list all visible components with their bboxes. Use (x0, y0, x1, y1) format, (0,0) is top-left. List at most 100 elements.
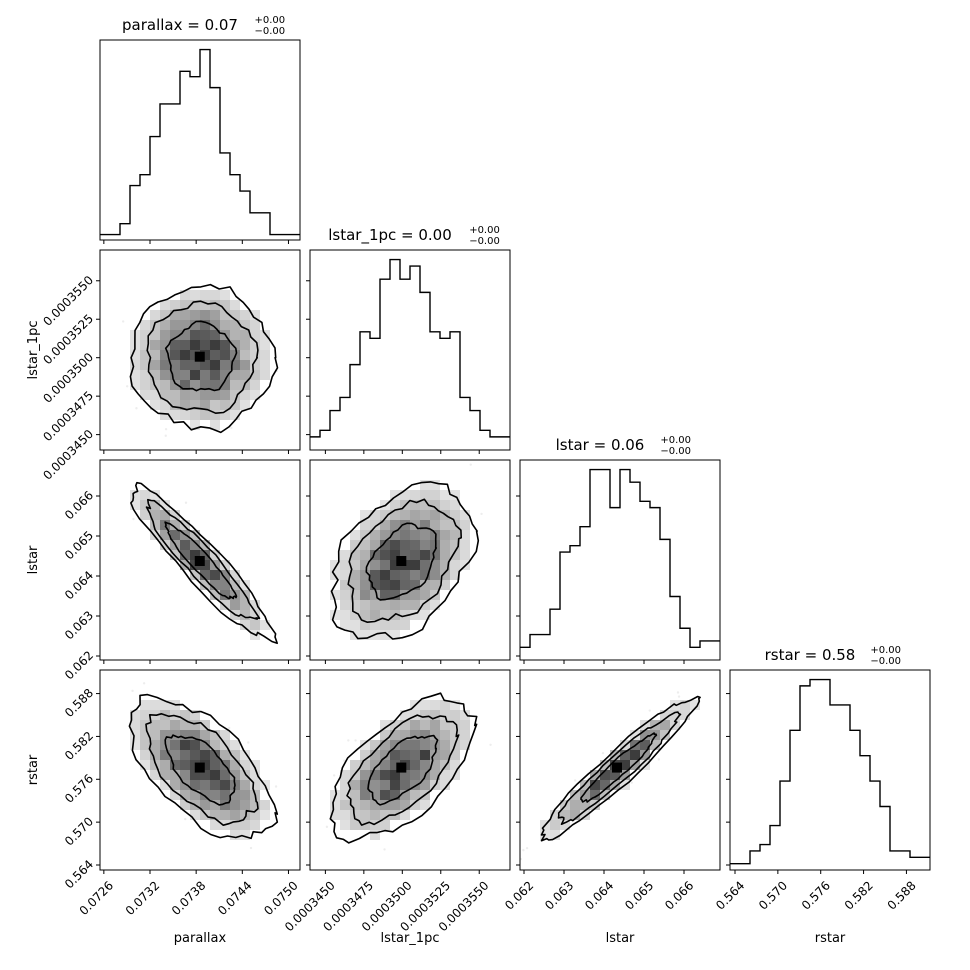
density-cell (660, 710, 670, 720)
density-cell (340, 790, 350, 800)
density-cell (190, 330, 200, 340)
density-cell (180, 380, 190, 390)
density-cell (220, 810, 230, 820)
density-cell (620, 750, 630, 760)
density-cell (180, 330, 190, 340)
density-cell (420, 730, 430, 740)
sample-point (142, 682, 146, 685)
density-cell (130, 380, 140, 390)
density-cell (220, 370, 230, 380)
density-cell (150, 310, 160, 320)
sample-point (489, 743, 492, 746)
density-cell (390, 550, 400, 560)
density-cell (160, 330, 170, 340)
density-cell (420, 780, 430, 790)
sample-point (249, 846, 253, 850)
density-cell (240, 350, 250, 360)
density-cell (230, 800, 240, 810)
density-cell (390, 720, 400, 730)
density-cell (400, 750, 410, 760)
density-cell (400, 570, 410, 580)
density-cell (190, 400, 200, 410)
density-cell (160, 520, 170, 530)
density-cell (350, 550, 360, 560)
axes-frame (729, 669, 931, 871)
hist-panel-rstar: rstar = 0.58 +0.00−0.00 (729, 645, 931, 871)
density-cell (360, 620, 370, 630)
sample-point (630, 781, 633, 784)
density-cell (340, 820, 350, 830)
panel-content (130, 481, 278, 645)
density-cell (160, 760, 170, 770)
density-cell (390, 740, 400, 750)
density-cell (370, 580, 380, 590)
density-cell (360, 570, 370, 580)
density-cell (440, 780, 450, 790)
density-cell (230, 400, 240, 410)
density-cell (350, 790, 360, 800)
density-cell (390, 770, 400, 780)
density-cell (200, 740, 210, 750)
panel-title: lstar = 0.06 (556, 436, 645, 454)
density-cell (200, 370, 210, 380)
density-cell (380, 560, 390, 570)
density-cell (380, 730, 390, 740)
density-cell (220, 790, 230, 800)
density-cell (250, 780, 260, 790)
density-cell (180, 800, 190, 810)
density-cell (170, 770, 180, 780)
density-cell (230, 750, 240, 760)
density-cell (210, 360, 220, 370)
density-cell (330, 560, 340, 570)
histogram-lstar (520, 468, 720, 649)
sample-point (601, 751, 605, 755)
density-cell (410, 720, 420, 730)
density-cell (410, 740, 420, 750)
density-cell (650, 740, 660, 750)
density-cell (220, 590, 230, 600)
density-cell (250, 380, 260, 390)
density-cell (550, 830, 560, 840)
density-cell (410, 770, 420, 780)
density-cell (150, 760, 160, 770)
density-cell (160, 370, 170, 380)
density-cell (200, 350, 210, 360)
density-cell (380, 720, 390, 730)
density-cell (340, 550, 350, 560)
density-cell (390, 620, 400, 630)
density-cell (170, 410, 180, 420)
density-cell (170, 730, 180, 740)
density-cell (430, 490, 440, 500)
x-tick-label: 0.0744 (215, 878, 255, 918)
density-cell (250, 600, 260, 610)
density-cell (220, 580, 230, 590)
density-cell (390, 780, 400, 790)
density-cell (380, 780, 390, 790)
density-cell (130, 350, 140, 360)
axes-frame (519, 459, 721, 661)
density-cell (230, 600, 240, 610)
panel-content (325, 692, 492, 851)
sample-point (657, 758, 661, 761)
density-cell (440, 500, 450, 510)
density-cell (210, 740, 220, 750)
density-cell (190, 410, 200, 420)
density-cell (420, 610, 430, 620)
y-axis-label-lstar: lstar (26, 545, 41, 574)
density-cell (390, 520, 400, 530)
density-cell (240, 390, 250, 400)
density-cell (180, 750, 190, 760)
density-cell (260, 340, 270, 350)
density-cell (150, 510, 160, 520)
density-cell (410, 710, 420, 720)
density-cell (350, 760, 360, 770)
sample-point (184, 817, 187, 821)
density-cell (240, 320, 250, 330)
density-cell (420, 750, 430, 760)
density-cell (380, 530, 390, 540)
density-cell (560, 820, 570, 830)
title-sup: +0.00 (255, 15, 286, 26)
density-cell (230, 590, 240, 600)
density-cell (150, 330, 160, 340)
density-cell (370, 550, 380, 560)
